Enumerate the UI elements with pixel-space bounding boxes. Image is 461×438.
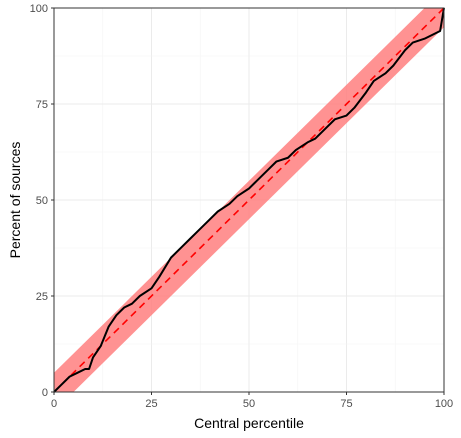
y-axis-title: Percent of sources: [7, 142, 23, 259]
series-layer: [53, 7, 445, 393]
x-tick-label: 25: [145, 398, 157, 410]
x-tick-label: 100: [435, 398, 453, 410]
y-tick-label: 25: [36, 291, 48, 303]
series-line: [53, 7, 445, 393]
y-tick-label: 0: [42, 387, 48, 399]
x-tick-label: 75: [340, 398, 352, 410]
reference-line: [53, 7, 445, 393]
x-tick-label: 50: [243, 398, 255, 410]
x-tick-label: 0: [51, 398, 57, 410]
x-axis: 0 25 50 75 100: [51, 392, 453, 410]
y-axis: 0 25 50 75 100: [30, 3, 54, 399]
y-tick-label: 50: [36, 195, 48, 207]
y-tick-label: 75: [36, 99, 48, 111]
y-tick-label: 100: [30, 3, 48, 15]
x-axis-title: Central percentile: [194, 415, 304, 431]
reference-line-layer: [53, 7, 445, 393]
